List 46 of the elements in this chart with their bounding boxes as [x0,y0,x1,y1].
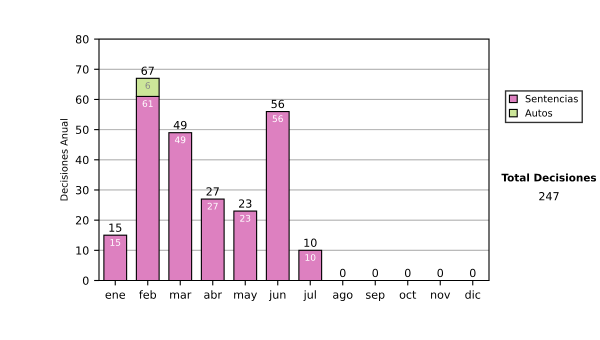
total-label: 56 [272,100,284,108]
y-tick-label: 70 [76,65,89,74]
y-tick-label: 20 [76,216,89,225]
y-tick-label: 60 [76,95,89,104]
total-label: 0 [470,268,476,278]
data-label: 15 [110,239,120,246]
data-label: 61 [142,100,153,108]
y-tick-label: 30 [76,186,89,194]
x-tick-label: abr [204,290,222,299]
x-tick-label: may [234,292,258,301]
legend-label: Sentencias [526,94,578,102]
legend-label: Autos [525,109,552,117]
x-tick-label: jul [303,290,316,301]
y-tick-label: 40 [76,156,89,164]
data-label: 56 [272,115,283,122]
y-axis-title: Decisiones Anual [60,119,68,200]
total-label: 0 [404,268,411,278]
x-tick-label: feb [139,290,156,299]
data-label: 10 [306,254,316,261]
x-tick-label: mar [170,292,192,299]
data-label: 49 [174,136,186,144]
x-tick-label: dic [465,290,480,299]
total-label: 15 [109,224,122,232]
data-label: 23 [240,214,250,222]
y-tick-label: 50 [76,126,89,134]
x-tick-label: jun [268,290,286,301]
y-tick-label: 80 [76,35,89,44]
y-tick-label: 0 [82,276,89,285]
total-label: 27 [206,187,219,196]
text: Total Decisiones [501,173,596,182]
x-tick-label: ago [333,292,352,301]
total-label: 23 [238,199,252,208]
total-label: 49 [174,120,187,130]
data-label: 27 [208,202,218,210]
total-label: 0 [340,268,346,278]
data-label: 6 [146,82,150,89]
y-tick-label: 10 [76,246,89,255]
total-label: 0 [372,268,378,278]
x-tick-label: ene [106,292,126,299]
x-tick-label: sep [366,292,384,301]
total-label: 10 [304,238,317,247]
x-tick-label: oct [400,290,416,299]
total-label: 67 [141,66,154,75]
text: 247 [539,192,559,200]
x-tick-label: nov [431,292,450,299]
total-label: 0 [437,268,444,278]
